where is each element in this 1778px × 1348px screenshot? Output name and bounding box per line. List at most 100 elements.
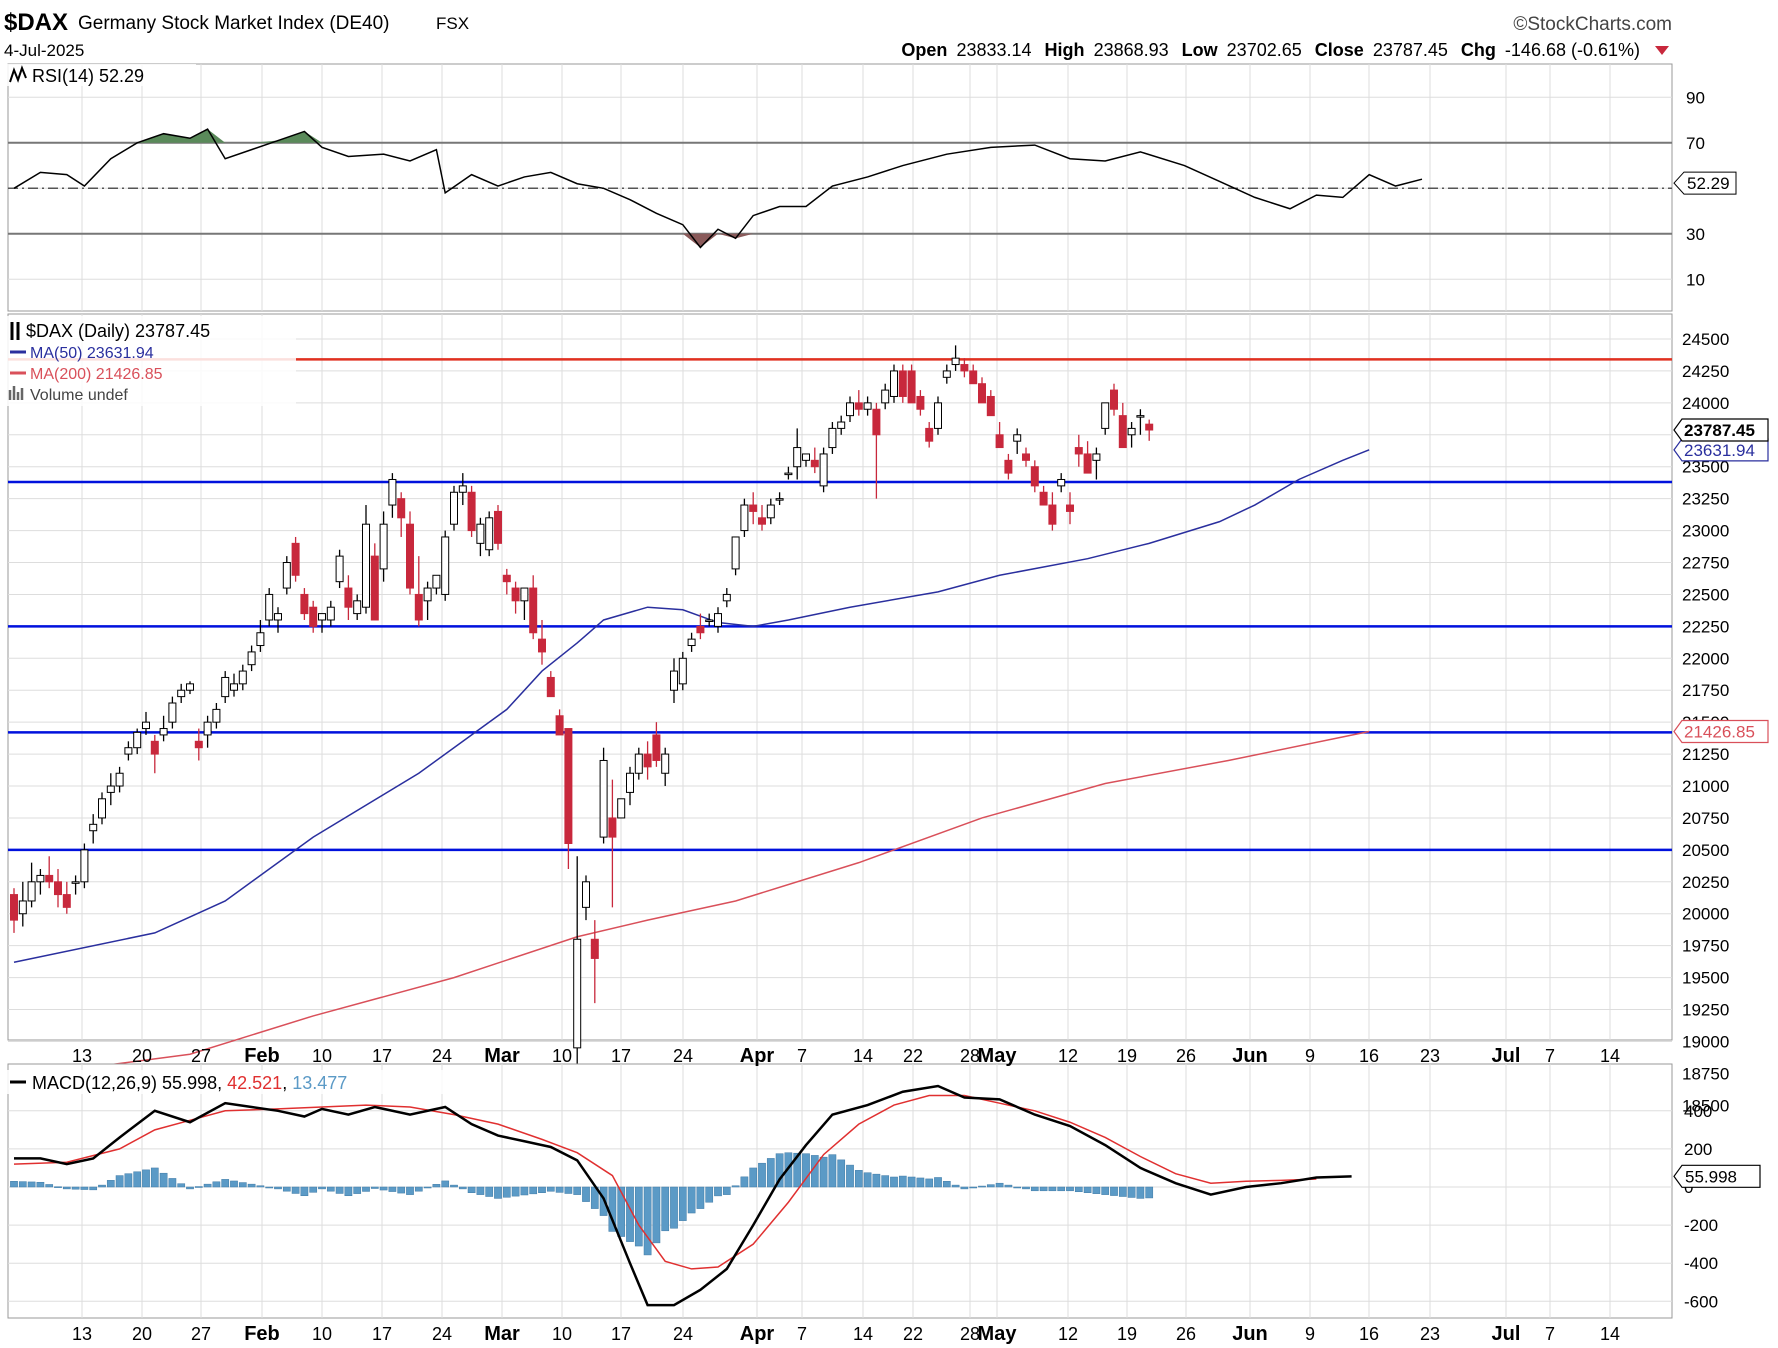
candle-body: [274, 613, 282, 621]
high-label: High: [1045, 40, 1085, 60]
exchange-label: FSX: [436, 14, 469, 33]
candle: [1004, 453, 1013, 480]
macd-hist-bar: [467, 1186, 476, 1193]
macd-hist-bar: [916, 1177, 925, 1188]
macd-hist-bar: [546, 1186, 555, 1192]
candle-body: [722, 593, 731, 602]
candle-body: [1013, 434, 1022, 442]
x-axis-label-bottom: Feb: [244, 1323, 280, 1345]
candle: [837, 415, 846, 435]
x-axis-label-bottom: 20: [132, 1324, 152, 1344]
candle: [406, 511, 414, 595]
x-axis-label-bottom: 12: [1058, 1324, 1078, 1344]
macd-hist-bar: [1110, 1186, 1118, 1196]
macd-hist-bar: [678, 1186, 687, 1221]
x-axis-label-bottom: 16: [1359, 1324, 1379, 1344]
candle: [142, 711, 150, 735]
candle: [1057, 473, 1066, 493]
candle-body: [344, 587, 353, 608]
x-axis-label-top: Mar: [484, 1045, 520, 1067]
x-axis-label-top: 14: [1600, 1046, 1620, 1066]
candle: [678, 651, 687, 691]
price-tick-label: 19250: [1682, 1001, 1729, 1020]
candle: [652, 722, 661, 767]
candle-body: [89, 823, 98, 832]
candle: [247, 645, 256, 672]
candle: [590, 920, 599, 1004]
price-tick-label: 22750: [1682, 554, 1729, 573]
rsi-legend-bg: [6, 64, 196, 86]
candle: [18, 881, 27, 927]
x-axis-label-top: Feb: [244, 1045, 280, 1067]
price-tick-label: 20750: [1682, 809, 1729, 828]
candle: [432, 574, 441, 595]
macd-hist-bar: [265, 1186, 274, 1189]
macd-hist-bar: [379, 1186, 388, 1191]
macd-hist-bar: [749, 1167, 758, 1188]
candle: [863, 396, 872, 416]
open-value: 23833.14: [956, 40, 1031, 60]
rsi-value-tag-text: 52.29: [1687, 174, 1730, 193]
candle-body: [828, 427, 837, 449]
candle: [960, 358, 969, 378]
candle-body: [247, 651, 256, 666]
macd-hist-bar: [414, 1186, 423, 1192]
candle: [881, 383, 890, 410]
candle-body: [819, 453, 828, 487]
price-tick-label: 19000: [1682, 1032, 1729, 1051]
candle-body: [502, 574, 511, 583]
close-label: Close: [1315, 40, 1364, 60]
macd-hist-bar: [1048, 1186, 1057, 1192]
macd-hist-bar: [828, 1154, 837, 1188]
x-axis-label-bottom: 10: [312, 1324, 332, 1344]
macd-hist-bar: [406, 1186, 414, 1195]
macd-hist-bar: [793, 1152, 802, 1188]
candle: [106, 773, 115, 806]
candle-body: [1074, 447, 1083, 455]
candle-body: [406, 523, 414, 589]
x-axis-label-bottom: 23: [1420, 1324, 1440, 1344]
macd-hist-bar: [705, 1186, 714, 1203]
candle: [1145, 419, 1154, 441]
candle-body: [529, 587, 538, 634]
macd-legend-sep2: ,: [282, 1073, 292, 1093]
macd-hist-bar: [854, 1170, 863, 1188]
x-axis-label-bottom: 24: [432, 1324, 452, 1344]
macd-hist-bar: [203, 1183, 212, 1188]
macd-hist-bar: [511, 1186, 520, 1197]
macd-tick-label: 200: [1684, 1140, 1712, 1159]
x-axis-label-top: 28: [960, 1046, 980, 1066]
candle: [1083, 441, 1092, 474]
candle-body: [661, 753, 670, 774]
symbol-title: $DAX: [4, 9, 68, 36]
candle: [617, 798, 626, 819]
candle-body: [652, 734, 661, 761]
candle-body: [872, 408, 881, 436]
candle: [291, 536, 300, 582]
candle: [238, 664, 247, 691]
candle-body: [1066, 504, 1074, 512]
x-axis-label-bottom: 24: [673, 1324, 693, 1344]
macd-hist-bar: [388, 1186, 397, 1192]
candle-body: [634, 753, 643, 774]
price-tick-label: 20000: [1682, 905, 1729, 924]
price-legend-main: $DAX (Daily) 23787.45: [26, 321, 210, 341]
macd-hist-bar: [502, 1186, 511, 1198]
candle: [1136, 409, 1145, 435]
ma50-value-tag-text: 23631.94: [1684, 441, 1755, 460]
candle-body: [62, 894, 71, 908]
candle-body: [925, 427, 934, 442]
candle-body: [150, 740, 159, 755]
candle-body: [36, 874, 45, 883]
macd-tick-label: -400: [1684, 1254, 1718, 1273]
ma50-line: [13, 449, 1370, 964]
ma50-legend-label: MA(50) 23631.94: [30, 345, 154, 362]
candle-body: [106, 785, 115, 793]
candle-body: [643, 753, 652, 768]
macd-hist-bar: [397, 1186, 406, 1194]
candle: [995, 422, 1004, 449]
candle-body: [265, 593, 274, 621]
candle: [177, 683, 186, 704]
candle-body: [1057, 478, 1066, 487]
